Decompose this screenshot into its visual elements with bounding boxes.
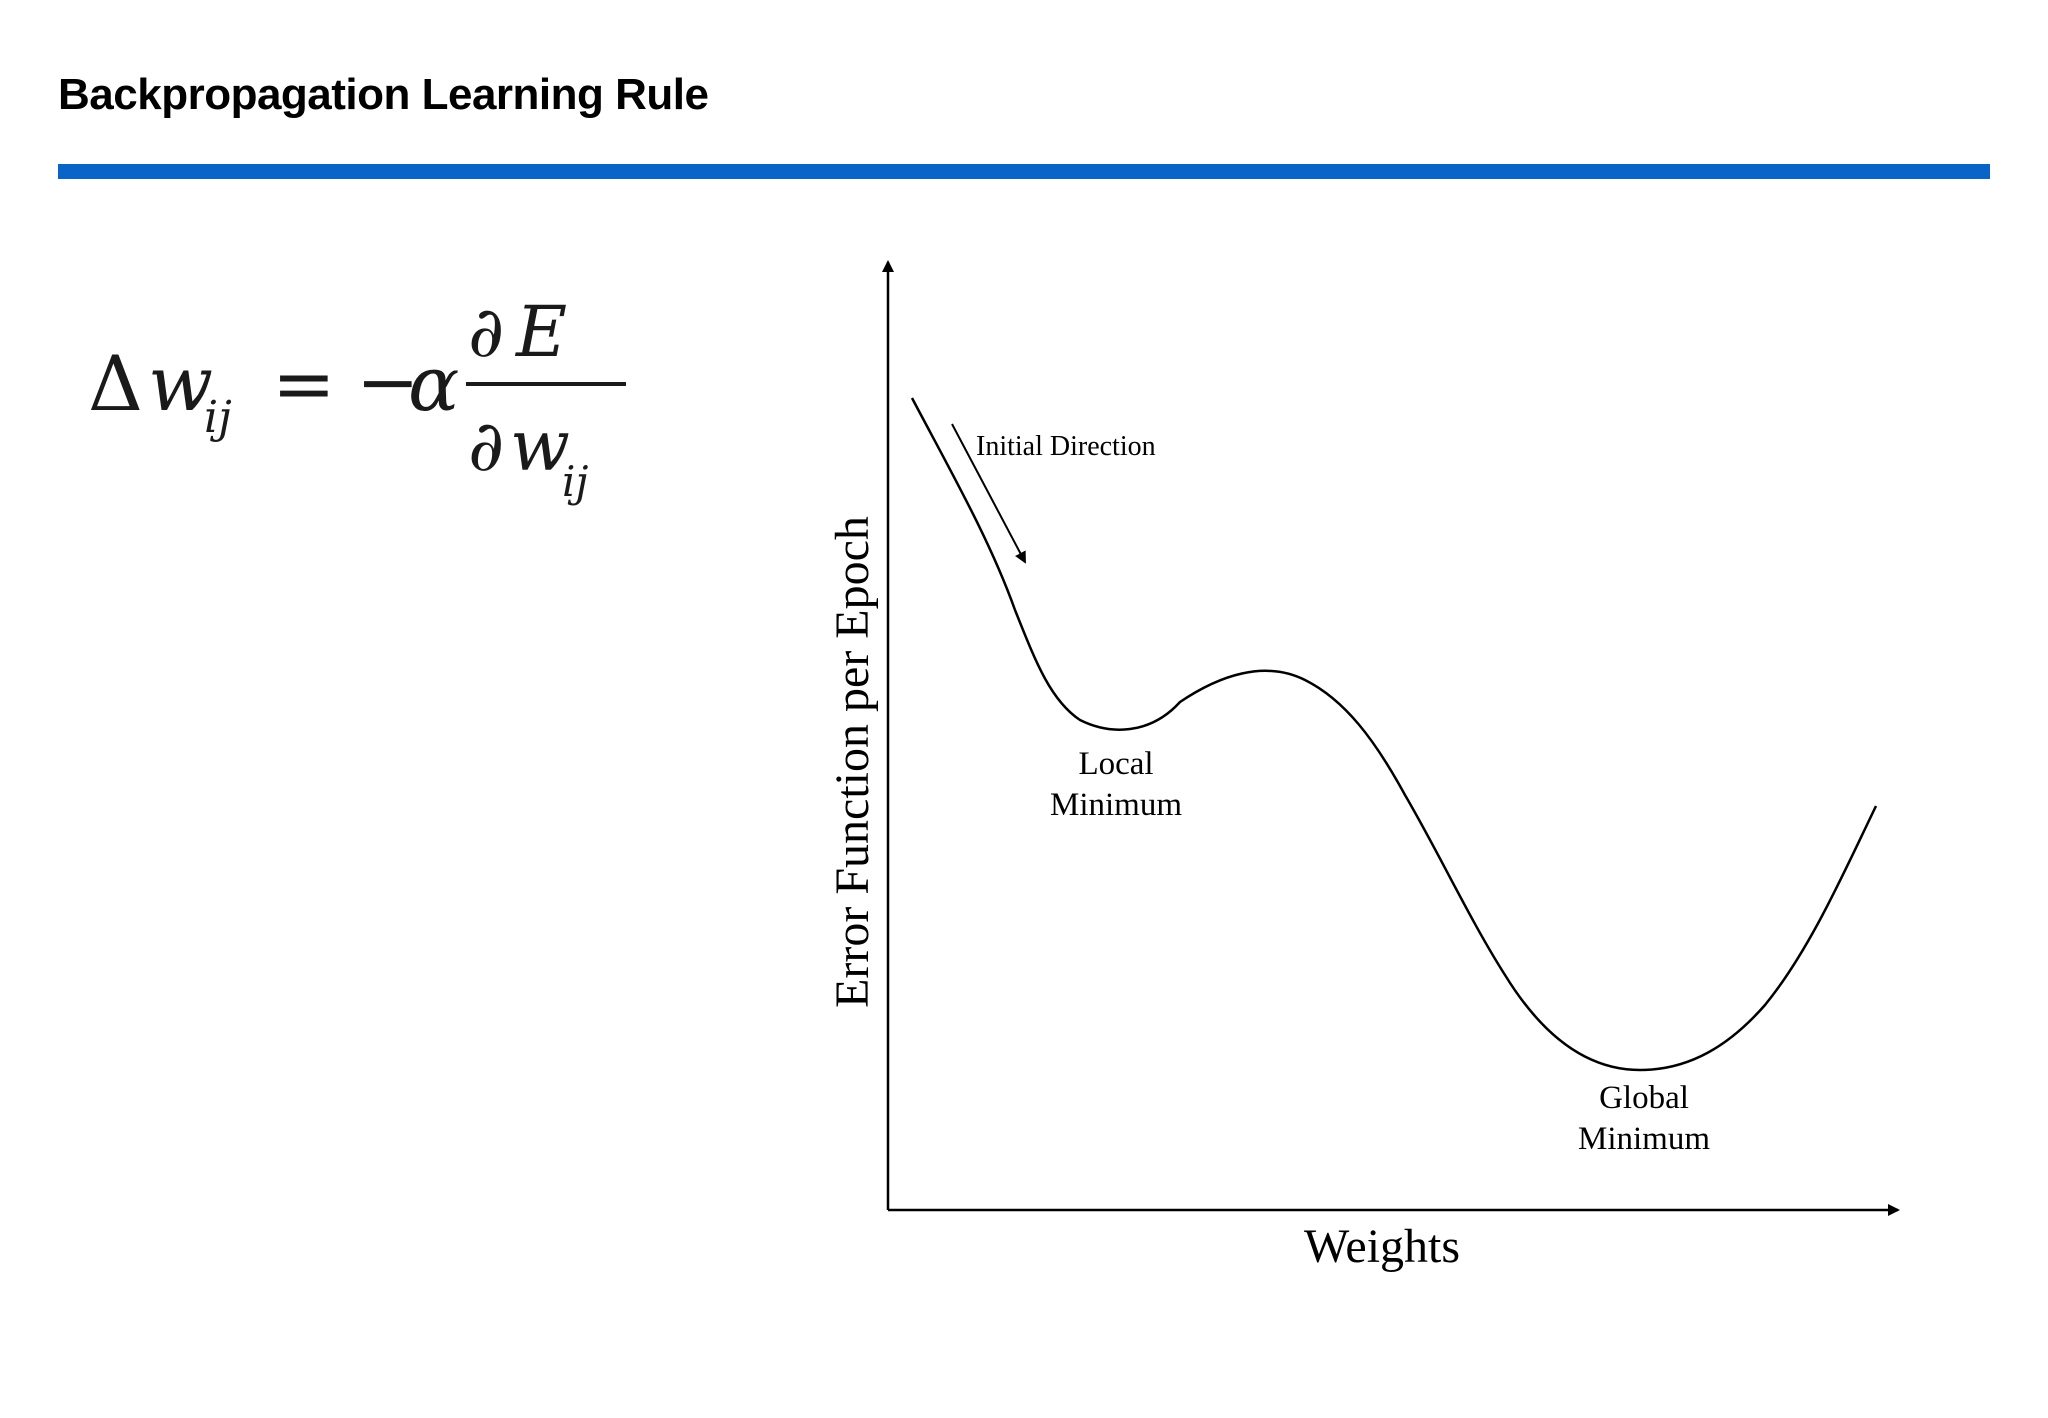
- x-axis-label: Weights: [1304, 1220, 1460, 1273]
- formula-numerator-e: E: [514, 300, 567, 373]
- title-divider: [58, 164, 1990, 179]
- slide-title: Backpropagation Learning Rule: [58, 70, 709, 119]
- formula-denominator-w: w: [510, 405, 570, 487]
- formula-denominator-subscript: ij: [562, 457, 588, 506]
- formula-delta: Δ: [88, 339, 143, 428]
- error-curve: [910, 397, 1878, 1072]
- formula-lhs-w: w: [148, 339, 213, 428]
- global-minimum-label-line1: Global: [1599, 1080, 1689, 1116]
- initial-direction-label: Initial Direction: [976, 431, 1156, 462]
- formula-equals: =: [272, 339, 336, 428]
- formula-lhs-subscript: ij: [204, 392, 232, 443]
- local-minimum-label-line2: Minimum: [1050, 787, 1182, 823]
- backprop-formula: Δ w ij = − α ∂ E ∂ w ij: [88, 300, 626, 506]
- initial-direction-arrow: [951, 423, 1026, 564]
- local-minimum-label-line1: Local: [1078, 746, 1153, 782]
- formula-minus: −: [356, 337, 420, 426]
- formula-alpha: α: [408, 339, 459, 428]
- global-minimum-label-line2: Minimum: [1578, 1121, 1710, 1157]
- formula-numerator-partial: ∂: [468, 300, 504, 373]
- formula-denominator-partial: ∂: [468, 405, 504, 487]
- y-axis-label: Error Function per Epoch: [826, 516, 879, 1008]
